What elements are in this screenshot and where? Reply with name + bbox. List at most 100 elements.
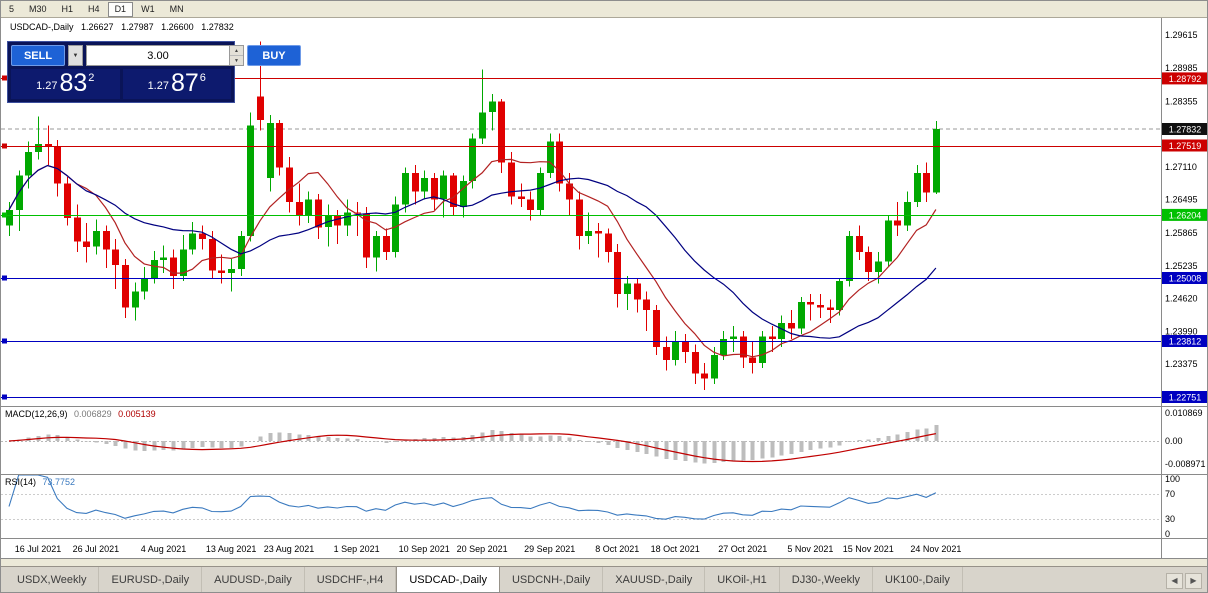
buy-price-prefix: 1.27 <box>147 80 169 92</box>
svg-text:1.26204: 1.26204 <box>1169 210 1202 220</box>
svg-text:1.23990: 1.23990 <box>1165 327 1198 337</box>
svg-text:1.23812: 1.23812 <box>1169 337 1202 347</box>
svg-text:5 Nov 2021: 5 Nov 2021 <box>787 544 833 554</box>
svg-text:16 Jul 2021: 16 Jul 2021 <box>15 544 62 554</box>
rsi-value: 73.7752 <box>42 477 76 487</box>
rsi-name: RSI(14) <box>5 477 37 487</box>
volume-spinner: ▲ ▼ <box>229 46 243 65</box>
rsi-line <box>8 475 937 520</box>
tab-audusd-daily[interactable]: AUDUSD-,Daily <box>202 567 305 592</box>
svg-text:1.28985: 1.28985 <box>1165 63 1198 73</box>
ohlc-open: 1.26627 <box>81 22 114 32</box>
tab-scroll-left-button[interactable]: ◀ <box>1166 572 1183 589</box>
svg-text:0.00: 0.00 <box>1165 436 1183 446</box>
svg-text:70: 70 <box>1165 489 1175 499</box>
chart-title: USDCAD-,Daily 1.26627 1.27987 1.26600 1.… <box>10 22 234 32</box>
svg-text:1.28355: 1.28355 <box>1165 97 1198 107</box>
tab-usdx-weekly[interactable]: USDX,Weekly <box>5 567 100 592</box>
svg-text:1.22751: 1.22751 <box>1169 393 1202 403</box>
volume-down-button[interactable]: ▼ <box>230 56 243 65</box>
svg-text:20 Sep 2021: 20 Sep 2021 <box>457 544 508 554</box>
svg-text:1.27832: 1.27832 <box>1169 125 1202 135</box>
volume-field: ▲ ▼ <box>86 45 244 66</box>
svg-text:0.010869: 0.010869 <box>1165 408 1203 418</box>
volume-up-button[interactable]: ▲ <box>230 46 243 56</box>
tab-scroll-right-button[interactable]: ▶ <box>1185 572 1202 589</box>
tab-usdchf-h4[interactable]: USDCHF-,H4 <box>305 567 397 592</box>
macd-value-main: 0.006829 <box>74 409 112 419</box>
ma-slow-line <box>8 164 937 339</box>
buy-button[interactable]: BUY <box>247 45 301 66</box>
svg-text:29 Sep 2021: 29 Sep 2021 <box>524 544 575 554</box>
ohlc-close: 1.27832 <box>201 22 234 32</box>
macd-histogram <box>17 425 939 464</box>
chart-symbol-label: USDCAD-,Daily <box>10 22 74 32</box>
sell-price-prefix: 1.27 <box>36 80 58 92</box>
rsi-label: RSI(14) 73.7752 <box>5 477 75 487</box>
tab-scroll-arrows: ◀ ▶ <box>1166 567 1207 592</box>
svg-text:1.27110: 1.27110 <box>1165 162 1197 172</box>
tab-uk100-daily[interactable]: UK100-,Daily <box>873 567 963 592</box>
ohlc-low: 1.26600 <box>161 22 194 32</box>
svg-text:1.25008: 1.25008 <box>1169 274 1202 284</box>
sell-price-pip: 2 <box>88 72 95 84</box>
timeframe-h1[interactable]: H1 <box>55 2 81 17</box>
svg-text:1.28792: 1.28792 <box>1169 74 1202 84</box>
tab-xauusd-daily[interactable]: XAUUSD-,Daily <box>603 567 706 592</box>
svg-text:-0.008971: -0.008971 <box>1165 459 1206 469</box>
ma-fast-line <box>8 158 937 358</box>
svg-text:100: 100 <box>1165 474 1180 484</box>
svg-text:23 Aug 2021: 23 Aug 2021 <box>264 544 315 554</box>
timeframe-mn[interactable]: MN <box>163 2 191 17</box>
svg-text:27 Oct 2021: 27 Oct 2021 <box>718 544 767 554</box>
order-type-dropdown[interactable]: ▼ <box>68 45 83 66</box>
sell-price-big: 83 <box>59 69 88 97</box>
macd-name: MACD(12,26,9) <box>5 409 68 419</box>
svg-text:1.24620: 1.24620 <box>1165 293 1198 303</box>
tab-usdcnh-daily[interactable]: USDCNH-,Daily <box>500 567 604 592</box>
svg-text:1.25865: 1.25865 <box>1165 228 1198 238</box>
timeframe-w1[interactable]: W1 <box>134 2 162 17</box>
sell-button[interactable]: SELL <box>11 45 65 66</box>
status-strip <box>1 559 1207 566</box>
timeframe-m30[interactable]: M30 <box>22 2 54 17</box>
timeframe-5[interactable]: 5 <box>2 2 21 17</box>
buy-price-big: 87 <box>170 69 199 97</box>
tab-eurusd-daily[interactable]: EURUSD-,Daily <box>99 567 203 592</box>
svg-text:26 Jul 2021: 26 Jul 2021 <box>73 544 120 554</box>
svg-text:18 Oct 2021: 18 Oct 2021 <box>651 544 700 554</box>
time-axis[interactable]: 16 Jul 2021 26 Jul 2021 4 Aug 2021 13 Aug 2… <box>15 544 962 554</box>
panel-separators <box>1 18 1207 559</box>
one-click-trading-panel: SELL ▼ ▲ ▼ BUY 1.27 83 2 1.27 87 <box>7 41 301 103</box>
tab-usdcad-daily[interactable]: USDCAD-,Daily <box>396 567 500 592</box>
buy-price-display[interactable]: 1.27 87 6 <box>122 69 231 99</box>
svg-text:30: 30 <box>1165 514 1175 524</box>
tab-dj30-weekly[interactable]: DJ30-,Weekly <box>780 567 874 592</box>
svg-text:1.27519: 1.27519 <box>1169 141 1202 151</box>
svg-text:24 Nov 2021: 24 Nov 2021 <box>910 544 961 554</box>
svg-text:4 Aug 2021: 4 Aug 2021 <box>141 544 187 554</box>
chevron-down-icon: ▼ <box>72 52 79 59</box>
svg-text:8 Oct 2021: 8 Oct 2021 <box>595 544 639 554</box>
macd-value-signal: 0.005139 <box>118 409 156 419</box>
svg-text:15 Nov 2021: 15 Nov 2021 <box>843 544 894 554</box>
svg-text:1 Sep 2021: 1 Sep 2021 <box>334 544 380 554</box>
tab-ukoil-h1[interactable]: UKOil-,H1 <box>705 567 780 592</box>
timeframe-d1[interactable]: D1 <box>107 1 134 17</box>
svg-text:1.29615: 1.29615 <box>1165 30 1198 40</box>
chart-tabs: USDX,Weekly EURUSD-,Daily AUDUSD-,Daily USD… <box>5 567 963 592</box>
svg-text:0: 0 <box>1165 529 1170 539</box>
svg-text:1.25235: 1.25235 <box>1165 261 1198 271</box>
price-axis[interactable]: 1.29615 1.28985 1.28355 1.27110 1.26495 1.258… <box>1162 30 1208 539</box>
candlestick-series <box>6 41 940 391</box>
sell-price-display[interactable]: 1.27 83 2 <box>11 69 120 99</box>
ohlc-high: 1.27987 <box>121 22 154 32</box>
level-lines <box>1 75 1161 400</box>
volume-input[interactable] <box>87 46 229 65</box>
timeframe-toolbar: 5 M30 H1 H4 D1 W1 MN <box>1 1 1207 18</box>
timeframe-h4[interactable]: H4 <box>81 2 107 17</box>
macd-signal-line <box>8 433 937 463</box>
svg-text:1.26495: 1.26495 <box>1165 195 1198 205</box>
